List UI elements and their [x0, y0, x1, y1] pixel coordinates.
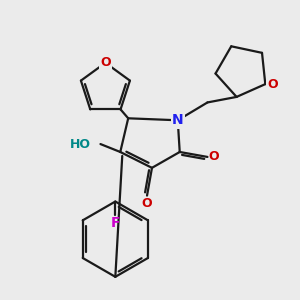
- Text: O: O: [208, 150, 219, 164]
- Text: HO: HO: [70, 138, 91, 151]
- Text: F: F: [111, 216, 120, 230]
- Text: O: O: [267, 78, 278, 91]
- Text: N: N: [172, 113, 184, 127]
- Text: O: O: [142, 197, 152, 210]
- Text: O: O: [100, 56, 111, 69]
